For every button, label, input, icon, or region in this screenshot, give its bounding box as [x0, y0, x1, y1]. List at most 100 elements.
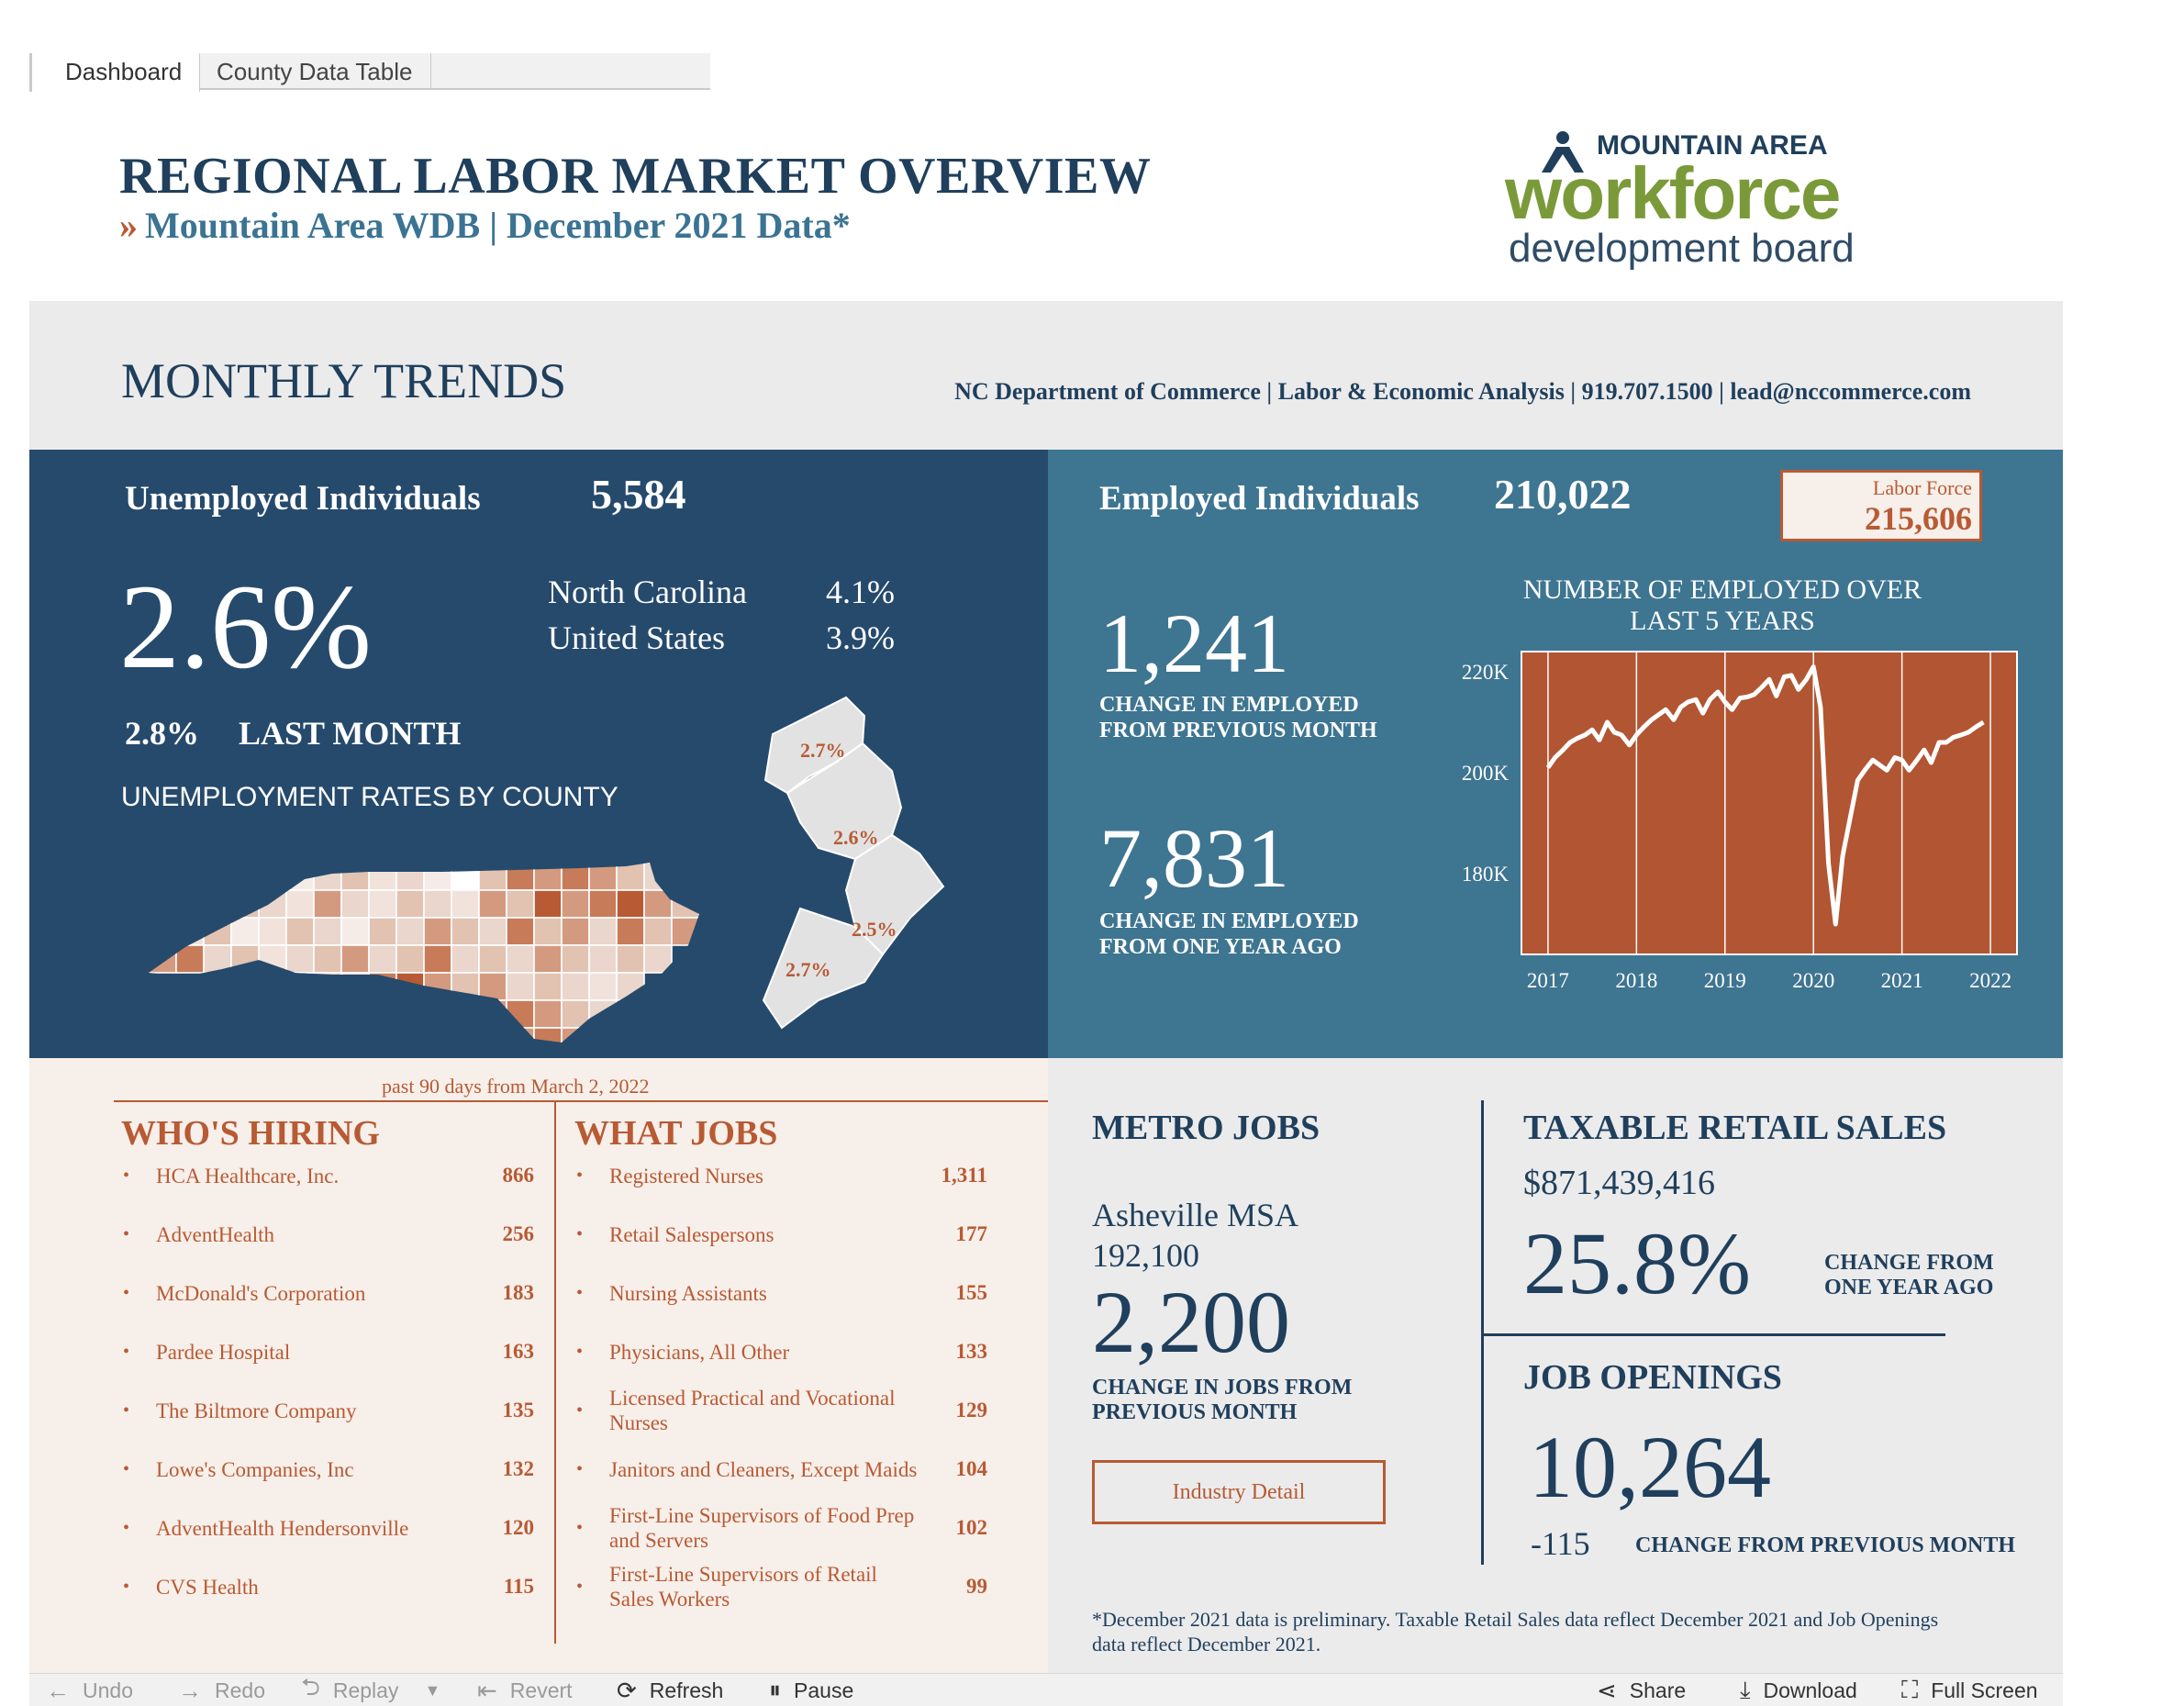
occupation-count: 133 — [955, 1340, 988, 1363]
occupation-row[interactable]: • Retail Salespersons 177 — [574, 1205, 987, 1264]
bullet-icon: • — [123, 1458, 130, 1479]
employer-row[interactable]: • Pardee Hospital 163 — [121, 1322, 534, 1381]
download-button[interactable]: ⤓ Download — [1740, 1674, 1857, 1706]
metro-area-name: Asheville MSA — [1092, 1197, 1298, 1233]
chart-title: NUMBER OF EMPLOYED OVER LAST 5 YEARS — [1522, 574, 1922, 636]
employer-row[interactable]: • The Biltmore Company 135 — [121, 1381, 534, 1440]
industry-detail-button[interactable]: Industry Detail — [1092, 1460, 1386, 1524]
bullet-icon: • — [576, 1458, 584, 1479]
share-label: Share — [1629, 1678, 1687, 1702]
labor-force-value: 215,606 — [1865, 500, 1972, 537]
bullet-icon: • — [576, 1165, 584, 1186]
bullet-icon: • — [123, 1165, 130, 1186]
occupation-row[interactable]: • Janitors and Cleaners, Except Maids 104 — [574, 1440, 987, 1499]
unemployment-rate: 2.6% — [119, 559, 372, 694]
pause-button[interactable]: ⏸ Pause — [769, 1674, 853, 1706]
county-map-label: UNEMPLOYMENT RATES BY COUNTY — [121, 782, 618, 812]
tab-county-data-table[interactable]: County Data Table — [200, 53, 431, 90]
replay-dropdown-icon[interactable]: ▼ — [424, 1680, 441, 1700]
x-tick-label: 2019 — [1704, 969, 1746, 992]
page-subtitle: » Mountain Area WDB | December 2021 Data* — [119, 204, 851, 247]
subtitle-text: Mountain Area WDB | December 2021 Data* — [145, 205, 851, 246]
employed-label: Employed Individuals — [1099, 480, 1420, 518]
region-county-map[interactable]: 2.7% 2.6% 2.5% 2.7% — [745, 679, 1020, 1046]
nc-county-map[interactable] — [149, 835, 708, 1046]
hiring-panel: past 90 days from March 2, 2022 WHO'S HI… — [29, 1058, 1048, 1673]
employer-count: 135 — [502, 1399, 535, 1422]
occupation-count: 177 — [955, 1222, 988, 1245]
employment-panel: Employed Individuals 210,022 Labor Force… — [1048, 450, 2063, 1058]
replay-button[interactable]: ⮌ Replay ▼ — [301, 1673, 441, 1706]
occupation-count: 129 — [955, 1399, 988, 1422]
employer-row[interactable]: • HCA Healthcare, Inc. 866 — [121, 1146, 534, 1205]
divider — [554, 1100, 556, 1644]
refresh-button[interactable]: ⟳ Refresh — [617, 1674, 723, 1706]
comparison-label-us: United States — [548, 619, 725, 656]
occupation-row[interactable]: • Nursing Assistants 155 — [574, 1264, 987, 1322]
logo-wordmark: workforce — [1505, 152, 1841, 234]
tab-dashboard[interactable]: Dashboard — [29, 53, 200, 92]
revert-button[interactable]: ⇤ Revert — [477, 1674, 573, 1706]
labor-force-label: Labor Force — [1872, 476, 1972, 499]
replay-label: Replay — [332, 1678, 399, 1702]
occupation-count: 102 — [955, 1516, 988, 1539]
employer-count: 163 — [502, 1340, 535, 1363]
bullet-icon: • — [576, 1517, 584, 1538]
redo-button[interactable]: → Redo — [178, 1674, 265, 1706]
bullet-icon: • — [123, 1399, 130, 1421]
x-tick-label: 2018 — [1615, 969, 1657, 992]
region-county-east[interactable] — [844, 833, 945, 956]
occupation-row[interactable]: • First-Line Supervisors of Food Prep and… — [574, 1499, 987, 1557]
fullscreen-button[interactable]: ⛶ Full Screen — [1901, 1674, 2038, 1706]
employer-count: 132 — [502, 1457, 535, 1480]
download-label: Download — [1763, 1678, 1857, 1702]
occupation-row[interactable]: • First-Line Supervisors of Retail Sales … — [574, 1557, 987, 1616]
y-tick-label: 220K — [1462, 661, 1510, 684]
retail-change-label-line: CHANGE FROM — [1824, 1251, 1994, 1275]
occupation-row[interactable]: • Licensed Practical and Vocational Nurse… — [574, 1381, 987, 1440]
region-rate-label: 2.5% — [852, 918, 897, 941]
occupation-count: 155 — [955, 1281, 988, 1304]
retail-sales-title: TAXABLE RETAIL SALES — [1523, 1109, 1947, 1147]
employer-row[interactable]: • CVS Health 115 — [121, 1557, 534, 1616]
unemployed-count: 5,584 — [591, 471, 686, 518]
employer-name: AdventHealth — [156, 1222, 275, 1246]
divider — [1481, 1100, 1484, 1565]
contact-line: NC Department of Commerce | Labor & Econ… — [954, 378, 1971, 405]
share-icon: ⋖ — [1597, 1676, 1617, 1704]
employed-line-chart[interactable]: 2017 2018 2019 2020 2021 2022 220K 200K 180K — [1415, 650, 2039, 1017]
labor-force-box: Labor Force 215,606 — [1780, 470, 1982, 541]
metro-retail-panel: METRO JOBS Asheville MSA 192,100 2,200 C… — [1048, 1058, 2063, 1673]
replay-icon: ⮌ — [301, 1673, 320, 1700]
x-tick-label: 2017 — [1527, 969, 1569, 992]
region-county-central[interactable] — [786, 741, 903, 861]
share-button[interactable]: ⋖ Share — [1597, 1674, 1686, 1706]
x-tick-label: 2021 — [1881, 969, 1923, 992]
occupation-row[interactable]: • Registered Nurses 1,311 — [574, 1146, 987, 1205]
job-openings-change-value: -115 — [1531, 1525, 1590, 1562]
occupation-row[interactable]: • Physicians, All Other 133 — [574, 1322, 987, 1381]
employer-row[interactable]: • McDonald's Corporation 183 — [121, 1264, 534, 1322]
occupation-name: Physicians, All Other — [609, 1340, 790, 1364]
whos-hiring-title: WHO'S HIRING — [121, 1114, 380, 1153]
occupation-name: Registered Nurses — [609, 1164, 763, 1188]
employer-row[interactable]: • AdventHealth Hendersonville 120 — [121, 1499, 534, 1557]
region-rate-label: 2.6% — [833, 826, 879, 849]
bullet-icon: • — [123, 1223, 130, 1244]
pause-label: Pause — [794, 1678, 854, 1702]
refresh-label: Refresh — [649, 1678, 724, 1702]
fullscreen-label: Full Screen — [1931, 1678, 2038, 1702]
bullet-icon: • — [576, 1341, 584, 1362]
mawdb-logo: MOUNTAIN AREA workforce development boar… — [1505, 127, 1872, 283]
employer-row[interactable]: • Lowe's Companies, Inc 132 — [121, 1440, 534, 1499]
redo-label: Redo — [215, 1678, 265, 1702]
occupation-name: First-Line Supervisors of Food Prep and … — [609, 1504, 915, 1552]
employer-row[interactable]: • AdventHealth 256 — [121, 1205, 534, 1264]
undo-button[interactable]: ← Undo — [46, 1674, 133, 1706]
region-county-south[interactable] — [762, 907, 885, 1030]
undo-arrow-icon: ← — [46, 1676, 70, 1704]
change-month-label: CHANGE IN EMPLOYED FROM PREVIOUS MONTH — [1099, 693, 1377, 742]
logo-bottom-text: development board — [1509, 226, 1855, 271]
series-line — [1545, 664, 1985, 927]
download-icon: ⤓ — [1740, 1676, 1751, 1703]
